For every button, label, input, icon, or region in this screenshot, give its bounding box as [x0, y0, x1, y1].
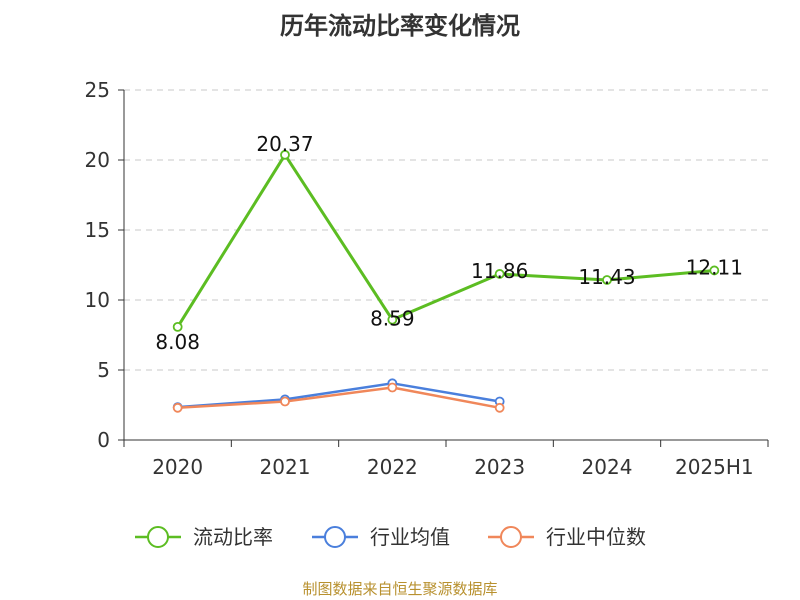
data-point: [387, 314, 398, 325]
y-tick-label: 25: [85, 78, 110, 102]
data-point: [172, 402, 183, 413]
legend-swatch-marker: [147, 526, 169, 548]
legend-label: 行业中位数: [546, 525, 646, 549]
data-label: 20.37: [256, 132, 313, 156]
axes: 0 5 10 15 20 25 2020 2021 2022 2023 2024 2025H1: [85, 78, 769, 479]
legend-label: 流动比率: [193, 525, 273, 549]
data-label: 8.59: [370, 307, 415, 331]
y-tick-label: 5: [97, 358, 110, 382]
x-tick-label: 2020: [152, 455, 203, 479]
y-tick-label: 20: [85, 148, 110, 172]
data-points: [172, 149, 720, 413]
y-tick-label: 0: [97, 428, 110, 452]
legend-swatch-marker: [324, 526, 346, 548]
y-tick-label: 10: [85, 288, 110, 312]
x-tick-label: 2024: [582, 455, 633, 479]
data-point: [494, 269, 505, 279]
data-label: 8.08: [155, 330, 200, 354]
data-label: 11.86: [471, 259, 528, 283]
grid-lines: [124, 89, 768, 371]
x-tick-label: 2025H1: [675, 455, 754, 479]
legend-swatch-marker: [500, 526, 522, 548]
series-line-industry-mean: [177, 382, 500, 409]
legend: 流动比率 行业均值 行业中位数: [135, 525, 646, 549]
x-tick-label: 2023: [474, 455, 525, 479]
data-point: [494, 402, 505, 413]
chart-title: 历年流动比率变化情况: [280, 12, 520, 40]
data-labels: 8.08 20.37 8.59 11.86 11.43 12.11: [155, 132, 743, 354]
legend-label: 行业均值: [370, 525, 450, 549]
data-label: 11.43: [578, 265, 635, 289]
data-point: [709, 265, 720, 276]
data-point: [602, 275, 612, 285]
series-line-current-ratio: [176, 153, 715, 328]
data-point: [387, 382, 398, 393]
series-line-industry-median: [177, 386, 500, 410]
data-point: [280, 149, 290, 160]
y-tick-label: 15: [85, 218, 110, 242]
x-tick-label: 2021: [260, 455, 311, 479]
series-lines: [176, 153, 715, 410]
data-point: [172, 321, 183, 332]
data-point: [280, 396, 290, 407]
x-tick-label: 2022: [367, 455, 418, 479]
source-footer: 制图数据来自恒生聚源数据库: [302, 580, 498, 598]
data-label: 12.11: [686, 255, 743, 279]
